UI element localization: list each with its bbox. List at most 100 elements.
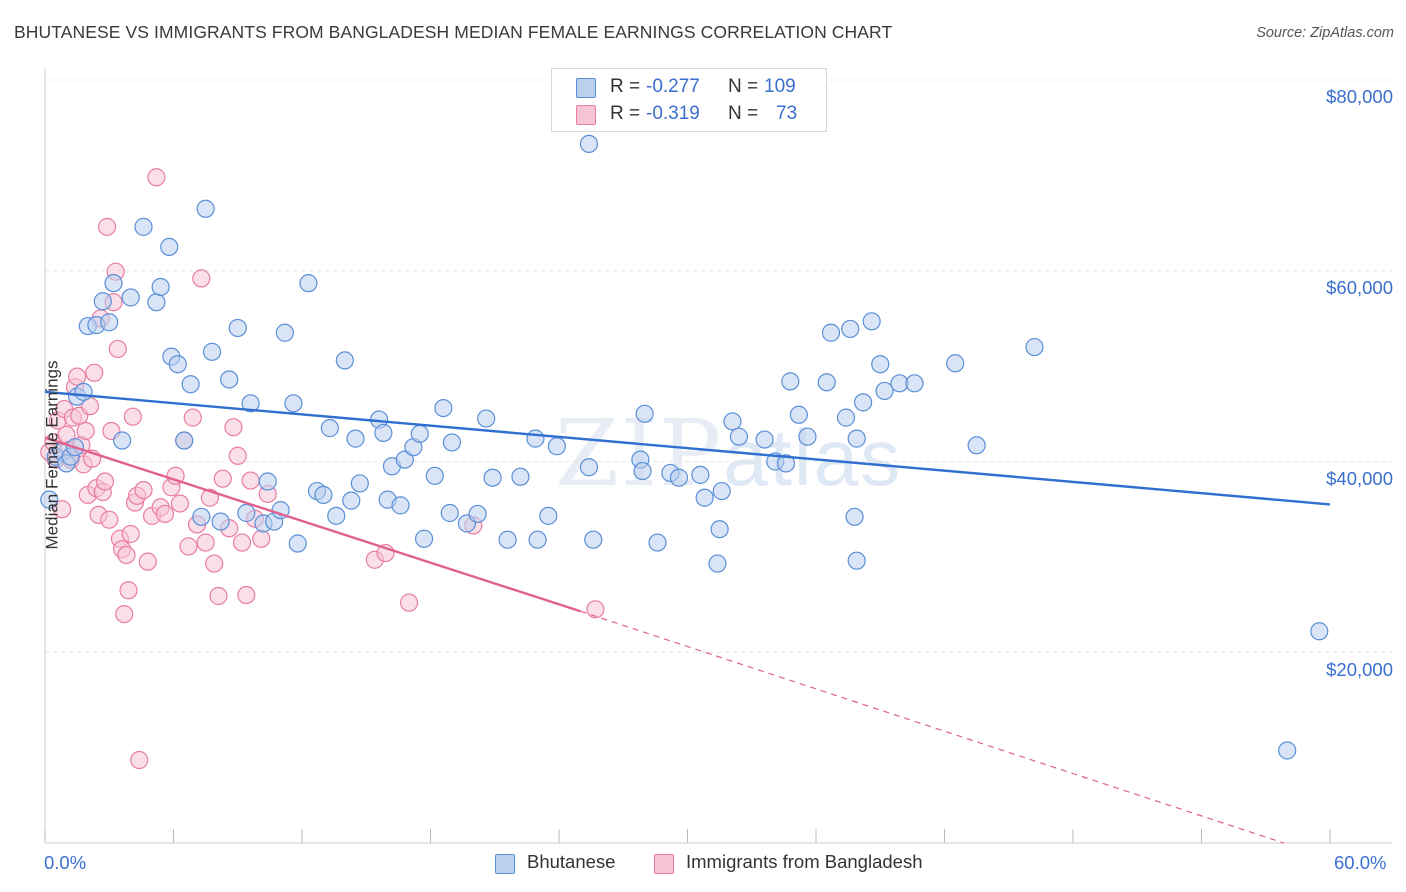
bangladesh-point [209, 586, 228, 606]
bhutanese-point [633, 461, 652, 481]
bangladesh-point [399, 593, 419, 612]
bhutanese-point [335, 351, 354, 370]
bangladesh-point [232, 533, 252, 552]
bhutanese-point [211, 512, 230, 531]
bangladesh-point [183, 408, 202, 427]
bangladesh-point [179, 537, 198, 556]
bangladesh-point [95, 472, 115, 491]
bhutanese-point [579, 458, 599, 477]
legend-r-label: R = [610, 76, 646, 97]
bangladesh-point [205, 554, 224, 573]
bhutanese-point [695, 488, 714, 507]
bhutanese-point [346, 429, 365, 448]
bangladesh-point [130, 750, 149, 770]
bhutanese-point [483, 468, 502, 487]
bhutanese-point [151, 277, 170, 297]
bhutanese-point [847, 429, 866, 448]
y-tick-20000: $20,000 [1326, 659, 1393, 680]
bangladesh-point [100, 510, 119, 529]
bhutanese-point [220, 370, 239, 389]
axes [44, 68, 1392, 844]
bhutanese-point [74, 382, 93, 401]
bangladesh-trend-line [44, 436, 581, 613]
y-tick-80000: $80,000 [1326, 86, 1393, 107]
bangladesh-trend-extension [580, 610, 1284, 844]
bhutanese-point [175, 431, 194, 450]
bhutanese-point [299, 274, 318, 293]
bangladesh-point [68, 367, 87, 386]
bhutanese-point [723, 412, 742, 431]
bhutanese-point [862, 312, 881, 331]
bhutanese-point [776, 454, 796, 473]
y-axis-label: Median Female Earnings [42, 360, 62, 550]
bhutanese-point [241, 394, 260, 413]
bhutanese-point [781, 372, 800, 391]
bhutanese-point [584, 530, 603, 549]
bhutanese-point [579, 134, 599, 154]
bhutanese-point [104, 274, 123, 293]
bhutanese-point [669, 468, 689, 487]
bhutanese-point [539, 506, 558, 525]
bhutanese-point [196, 199, 215, 218]
bangladesh-point [121, 524, 140, 544]
bangladesh-point [85, 363, 104, 382]
bhutanese-point [134, 217, 153, 236]
bhutanese-point [946, 354, 965, 373]
legend-swatch-pink [576, 105, 596, 125]
bhutanese-point [414, 529, 434, 548]
bhutanese-point [374, 423, 393, 442]
bhutanese-point [712, 481, 731, 501]
bhutanese-point [168, 355, 187, 374]
bangladesh-point [196, 533, 215, 552]
bhutanese-point [275, 323, 294, 342]
bhutanese-point [350, 474, 369, 493]
bangladesh-point [115, 604, 134, 624]
bhutanese-point [905, 374, 924, 393]
bhutanese-point [836, 408, 856, 427]
bhutanese-point [391, 496, 410, 515]
watermark-atlas: atlas [723, 413, 903, 502]
bottom-legend-label: Bhutanese [527, 851, 616, 872]
bhutanese-point [854, 393, 873, 412]
bangladesh-point [224, 418, 243, 437]
bangladesh-point [213, 469, 232, 488]
bhutanese-point [648, 533, 667, 552]
bhutanese-point [841, 319, 860, 339]
bangladesh-point [252, 529, 271, 548]
bhutanese-point [729, 427, 749, 446]
bhutanese-points [40, 134, 1329, 760]
bottom-legend-swatch-blue [495, 854, 515, 874]
bhutanese-point [547, 437, 566, 456]
bhutanese-point [1310, 622, 1329, 641]
bangladesh-point [170, 494, 190, 513]
bhutanese-point [526, 429, 545, 448]
bhutanese-point [1025, 337, 1044, 357]
bhutanese-point [468, 504, 487, 524]
bangladesh-point [241, 471, 260, 490]
bhutanese-point [228, 318, 247, 338]
bhutanese-point [442, 433, 462, 452]
bhutanese-point [93, 292, 112, 311]
bhutanese-point [528, 530, 547, 549]
bhutanese-point [410, 424, 429, 443]
bhutanese-point [40, 490, 59, 509]
bhutanese-point [477, 409, 496, 428]
bhutanese-point [967, 436, 986, 455]
bangladesh-point [108, 339, 127, 359]
bhutanese-point [875, 381, 894, 401]
bhutanese-point [847, 551, 866, 570]
legend-n-value: 73 [776, 103, 798, 124]
bhutanese-point [1278, 741, 1297, 760]
bhutanese-point [817, 373, 836, 392]
legend-n-label: N = [728, 103, 764, 124]
bhutanese-point [160, 237, 179, 257]
bhutanese-point [121, 288, 140, 307]
bottom-legend-label: Immigrants from Bangladesh [686, 851, 923, 872]
legend-n-value: 109 [764, 76, 796, 97]
bangladesh-point [147, 168, 166, 187]
x-tick-min: 0.0% [44, 852, 87, 873]
bangladesh-point [123, 407, 142, 426]
legend-r-value: -0.319 [646, 103, 700, 124]
bhutanese-point [425, 466, 444, 485]
